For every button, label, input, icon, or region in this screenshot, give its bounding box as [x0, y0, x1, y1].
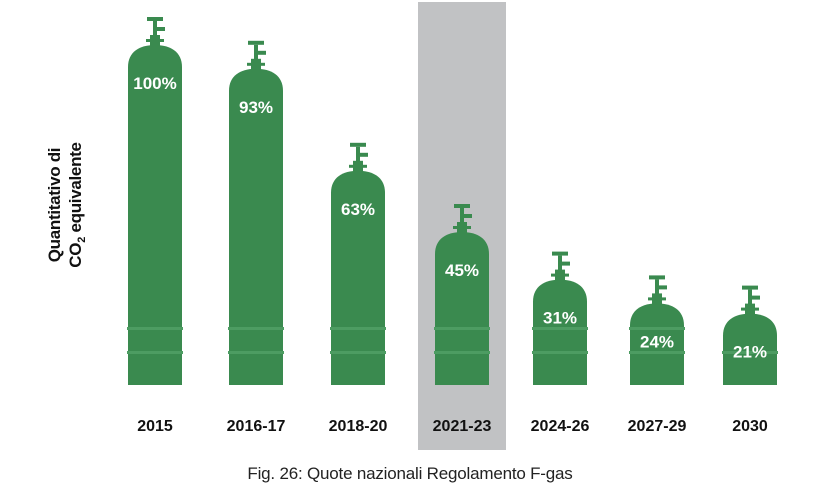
valve-stem — [254, 44, 258, 60]
cylinder-2021-23 — [434, 204, 490, 385]
category-label: 2016-17 — [227, 418, 286, 435]
cylinder-2027-29 — [629, 275, 685, 385]
data-label: 100% — [133, 74, 176, 93]
cylinder-2030 — [722, 285, 778, 385]
category-label: 2030 — [732, 418, 768, 435]
cylinder-band — [228, 351, 284, 354]
valve-outlet — [464, 214, 472, 218]
cylinder-body — [533, 279, 587, 385]
data-label: 63% — [341, 200, 375, 219]
valve-stem — [460, 208, 464, 223]
valve-collar — [648, 297, 666, 301]
data-label: 93% — [239, 98, 273, 117]
data-label: 21% — [733, 343, 767, 362]
valve-outlet — [157, 27, 165, 31]
figure-caption: Fig. 26: Quote nazionali Regolamento F-g… — [247, 464, 573, 483]
cylinder-band — [629, 327, 685, 330]
cylinder-body — [331, 170, 385, 385]
category-label: 2015 — [137, 418, 173, 435]
cylinder-band — [434, 351, 490, 354]
cylinder-band — [330, 327, 386, 330]
valve-handle — [454, 204, 470, 208]
cylinder-band — [434, 327, 490, 330]
valve-outlet — [752, 295, 760, 300]
cylinder-2024-26 — [532, 251, 588, 385]
y-axis-label: Quantitativo di CO2 equivalente — [44, 75, 94, 335]
cylinder-body — [723, 313, 777, 385]
category-label: 2021-23 — [433, 418, 492, 435]
y-axis-label-line1: Quantitativo di — [45, 147, 64, 263]
valve-collar — [453, 226, 471, 229]
cylinder-body — [435, 232, 489, 385]
valve-stem — [558, 255, 562, 271]
cylinder-band — [127, 351, 183, 354]
cylinder-2016-17 — [228, 40, 284, 386]
cylinder-body — [630, 303, 684, 385]
cylinder-body — [229, 68, 283, 386]
cylinder-band — [532, 351, 588, 354]
cylinder-2018-20 — [330, 142, 386, 385]
valve-stem — [748, 289, 752, 305]
category-label: 2018-20 — [329, 418, 388, 435]
valve-collar — [146, 39, 164, 42]
cylinder-body — [128, 45, 182, 385]
valve-outlet — [659, 285, 667, 290]
valve-stem — [153, 21, 157, 36]
cylinder-band — [330, 351, 386, 354]
valve-handle — [350, 142, 366, 147]
valve-handle — [649, 275, 665, 280]
cylinder-band — [629, 351, 685, 354]
valve-handle — [248, 40, 264, 45]
valve-handle — [147, 17, 163, 21]
valve-collar — [741, 307, 759, 311]
valve-outlet — [562, 261, 570, 266]
cylinder-band — [127, 327, 183, 330]
cylinder-band — [722, 351, 778, 354]
valve-stem — [356, 146, 360, 162]
valve-outlet — [258, 50, 266, 55]
valve-collar — [247, 62, 265, 66]
y-axis-label-line2: CO2 equivalente — [66, 142, 88, 268]
data-label: 31% — [543, 309, 577, 328]
data-label: 45% — [445, 261, 479, 280]
valve-collar — [349, 164, 367, 168]
valve-handle — [552, 251, 568, 256]
valve-outlet — [360, 152, 368, 157]
cylinder-band — [228, 327, 284, 330]
valve-handle — [742, 285, 758, 290]
data-label: 24% — [640, 332, 674, 351]
cylinder-band — [532, 327, 588, 330]
cylinder-2015 — [127, 17, 183, 385]
valve-stem — [655, 279, 659, 295]
category-label: 2024-26 — [531, 418, 590, 435]
category-label: 2027-29 — [628, 418, 687, 435]
valve-collar — [551, 273, 569, 277]
